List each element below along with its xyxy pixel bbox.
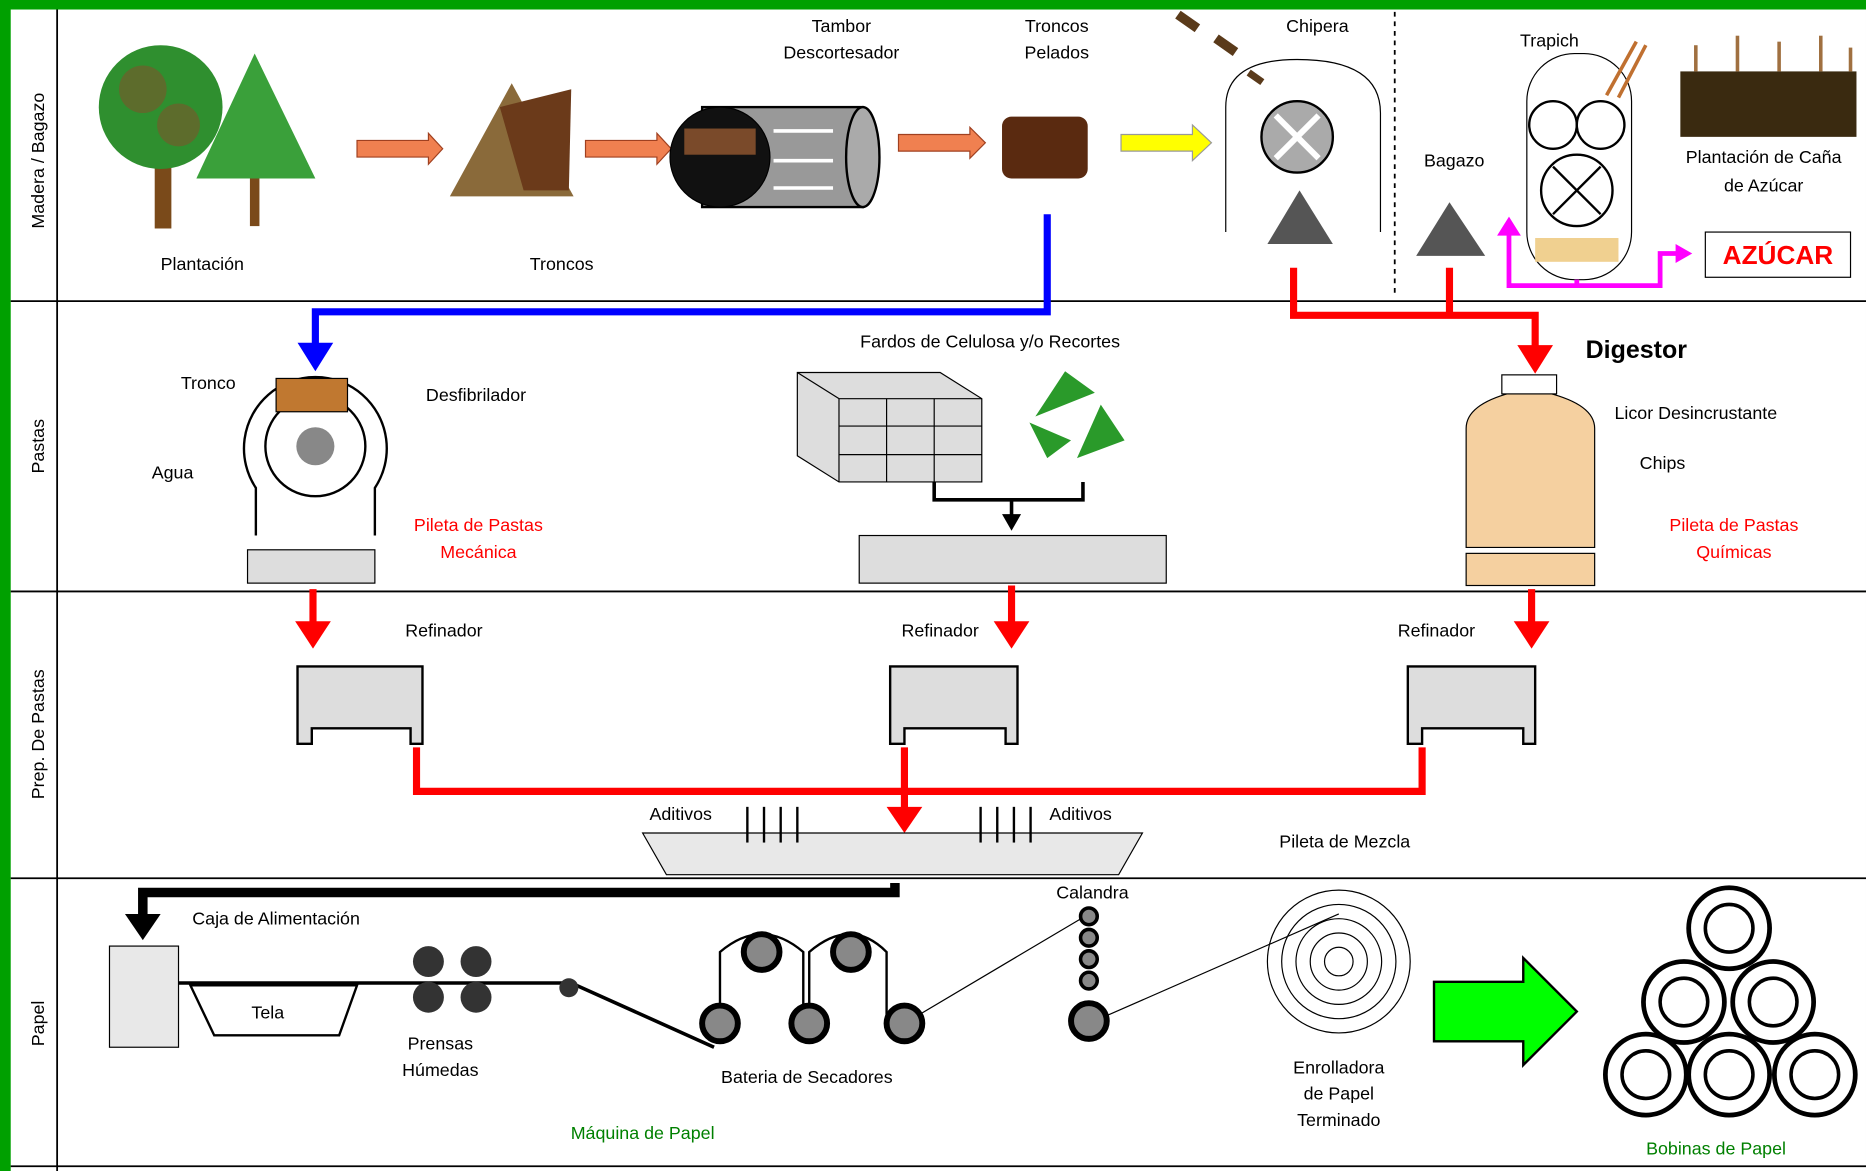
lane-label: Madera / Bagazo [28,93,48,229]
label: AZÚCAR [1723,240,1834,270]
label: Pileta de Mezcla [1279,831,1410,851]
label: Troncos [530,254,594,274]
label: Refinador [405,621,482,641]
lane-label: Prep. De Pastas [28,669,48,799]
diagram: Madera / Bagazo Pastas Prep. De Pastas P… [0,0,1866,1171]
label: Bateria de Secadores [721,1067,893,1087]
label: Refinador [1398,621,1475,641]
label: Agua [152,462,194,482]
label: Licor Desincrustante [1614,403,1777,423]
label: Plantación [161,254,244,274]
label: Fardos de Celulosa y/o Recortes [860,331,1120,351]
lane-label: Pastas [28,419,48,474]
label: Bobinas de Papel [1646,1138,1786,1158]
label: Chipera [1286,16,1349,36]
label: Aditivos [649,804,712,824]
label: Calandra [1056,882,1128,902]
label: Chips [1640,453,1686,473]
lane-label: Papel [28,1001,48,1047]
label: Trapich [1520,30,1579,50]
label: Máquina de Papel [571,1123,715,1143]
label: Desfibrilador [426,385,526,405]
label: Bagazo [1424,151,1485,171]
label: Refinador [901,621,978,641]
label: Caja de Alimentación [192,909,360,929]
label: Tela [251,1003,284,1023]
label: Aditivos [1049,804,1112,824]
label: Tronco [181,373,236,393]
label: Digestor [1586,336,1688,364]
page: Madera / Bagazo Pastas Prep. De Pastas P… [0,0,1866,1171]
